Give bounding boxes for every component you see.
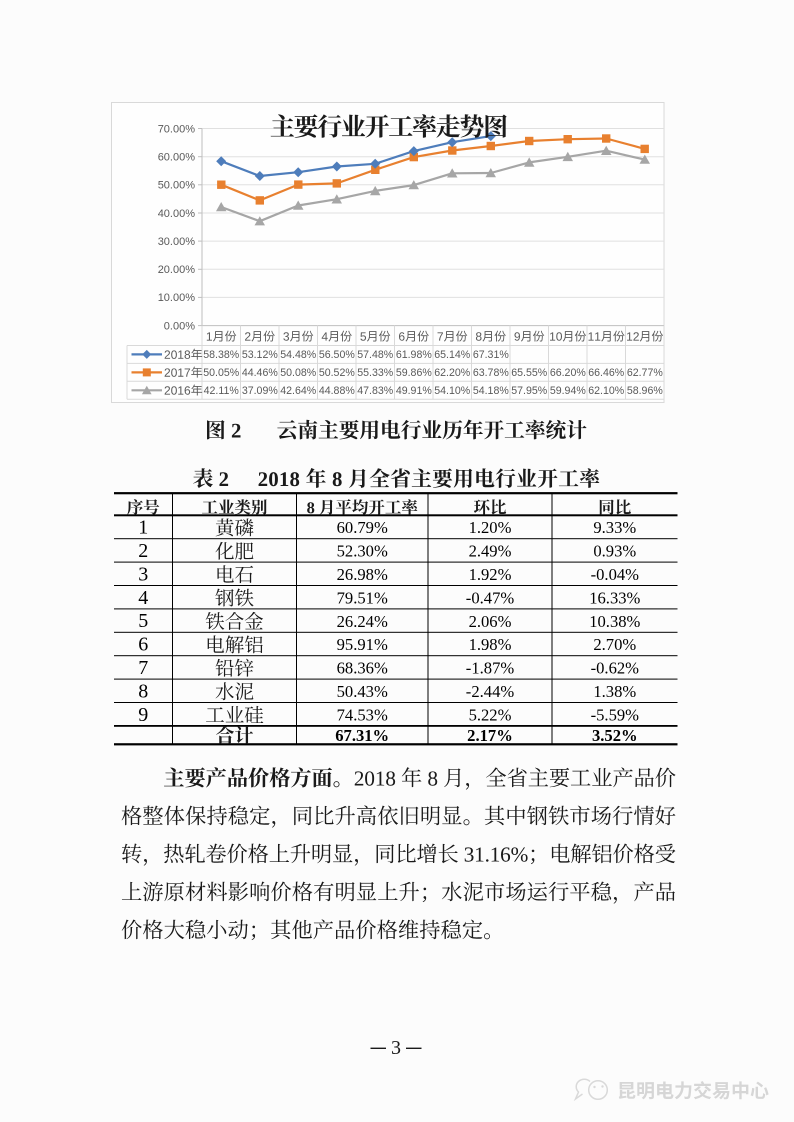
svg-text:50.08%: 50.08% <box>280 367 317 379</box>
svg-text:52.30%: 52.30% <box>337 542 388 561</box>
svg-text:44.46%: 44.46% <box>242 367 279 379</box>
svg-text:10.38%: 10.38% <box>589 612 640 631</box>
svg-text:4: 4 <box>138 587 148 609</box>
svg-text:53.12%: 53.12% <box>242 349 279 361</box>
svg-text:3: 3 <box>391 1037 401 1059</box>
svg-text:-0.47%: -0.47% <box>466 588 515 607</box>
svg-text:50.43%: 50.43% <box>337 682 388 701</box>
svg-text:56.50%: 56.50% <box>319 349 356 361</box>
svg-text:42.11%: 42.11% <box>204 385 240 397</box>
svg-text:67.31%: 67.31% <box>335 726 389 745</box>
svg-text:26.24%: 26.24% <box>337 612 388 631</box>
svg-text:42.64%: 42.64% <box>280 385 317 397</box>
svg-text:16.33%: 16.33% <box>589 588 640 607</box>
svg-text:37.09%: 37.09% <box>242 385 279 397</box>
svg-text:59.94%: 59.94% <box>550 385 587 397</box>
svg-text:47.83%: 47.83% <box>357 385 394 397</box>
svg-text:2.49%: 2.49% <box>469 542 512 561</box>
svg-text:1: 1 <box>138 517 148 539</box>
svg-text:54.18%: 54.18% <box>473 385 510 397</box>
svg-text:79.51%: 79.51% <box>337 588 388 607</box>
svg-text:8: 8 <box>138 680 148 702</box>
svg-text:3: 3 <box>138 563 148 585</box>
svg-text:1.98%: 1.98% <box>469 635 512 654</box>
svg-text:55.33%: 55.33% <box>357 367 394 379</box>
svg-text:-0.62%: -0.62% <box>591 659 640 678</box>
svg-text:65.55%: 65.55% <box>511 367 548 379</box>
svg-text:2.70%: 2.70% <box>593 635 636 654</box>
svg-text:67.31%: 67.31% <box>473 349 510 361</box>
svg-text:1.38%: 1.38% <box>593 682 636 701</box>
svg-text:2: 2 <box>138 540 148 562</box>
svg-text:0.00%: 0.00% <box>164 320 195 332</box>
svg-text:50.00%: 50.00% <box>158 180 196 192</box>
svg-text:26.98%: 26.98% <box>337 565 388 584</box>
svg-text:7: 7 <box>138 657 148 679</box>
svg-text:66.46%: 66.46% <box>588 367 625 379</box>
svg-text:3.52%: 3.52% <box>592 726 638 745</box>
svg-text:58.96%: 58.96% <box>627 385 664 397</box>
svg-text:66.20%: 66.20% <box>550 367 587 379</box>
svg-text:5.22%: 5.22% <box>469 705 512 724</box>
svg-text:1.20%: 1.20% <box>469 518 512 537</box>
svg-text:62.20%: 62.20% <box>434 367 471 379</box>
svg-text:1.92%: 1.92% <box>469 565 512 584</box>
svg-text:61.98%: 61.98% <box>396 349 433 361</box>
svg-text:70.00%: 70.00% <box>158 123 196 135</box>
svg-text:62.77%: 62.77% <box>627 367 664 379</box>
svg-text:2.17%: 2.17% <box>467 726 513 745</box>
svg-text:-5.59%: -5.59% <box>591 705 640 724</box>
svg-text:0.93%: 0.93% <box>593 542 636 561</box>
svg-text:54.10%: 54.10% <box>434 385 471 397</box>
svg-text:5: 5 <box>138 610 148 632</box>
svg-text:9: 9 <box>138 704 148 726</box>
svg-text:74.53%: 74.53% <box>337 705 388 724</box>
svg-text:58.38%: 58.38% <box>203 349 240 361</box>
svg-text:60.00%: 60.00% <box>158 152 196 164</box>
svg-text:62.10%: 62.10% <box>588 385 625 397</box>
svg-text:63.78%: 63.78% <box>473 367 510 379</box>
svg-text:57.48%: 57.48% <box>357 349 394 361</box>
svg-text:65.14%: 65.14% <box>434 349 471 361</box>
svg-text:59.86%: 59.86% <box>396 367 433 379</box>
svg-text:30.00%: 30.00% <box>158 236 196 248</box>
svg-text:9.33%: 9.33% <box>593 518 636 537</box>
svg-text:44.88%: 44.88% <box>319 385 356 397</box>
svg-text:-2.44%: -2.44% <box>466 682 515 701</box>
svg-text:50.52%: 50.52% <box>319 367 356 379</box>
svg-text:40.00%: 40.00% <box>158 208 196 220</box>
svg-text:10.00%: 10.00% <box>158 292 196 304</box>
svg-text:2.06%: 2.06% <box>469 612 512 631</box>
svg-text:54.48%: 54.48% <box>280 349 317 361</box>
svg-text:-1.87%: -1.87% <box>466 659 515 678</box>
svg-text:49.91%: 49.91% <box>396 385 433 397</box>
svg-text:-0.04%: -0.04% <box>591 565 640 584</box>
svg-text:60.79%: 60.79% <box>337 518 388 537</box>
svg-text:6: 6 <box>138 634 148 656</box>
svg-text:50.05%: 50.05% <box>203 367 240 379</box>
svg-text:20.00%: 20.00% <box>158 264 196 276</box>
svg-text:68.36%: 68.36% <box>337 659 388 678</box>
svg-text:95.91%: 95.91% <box>337 635 388 654</box>
svg-text:57.95%: 57.95% <box>511 385 548 397</box>
